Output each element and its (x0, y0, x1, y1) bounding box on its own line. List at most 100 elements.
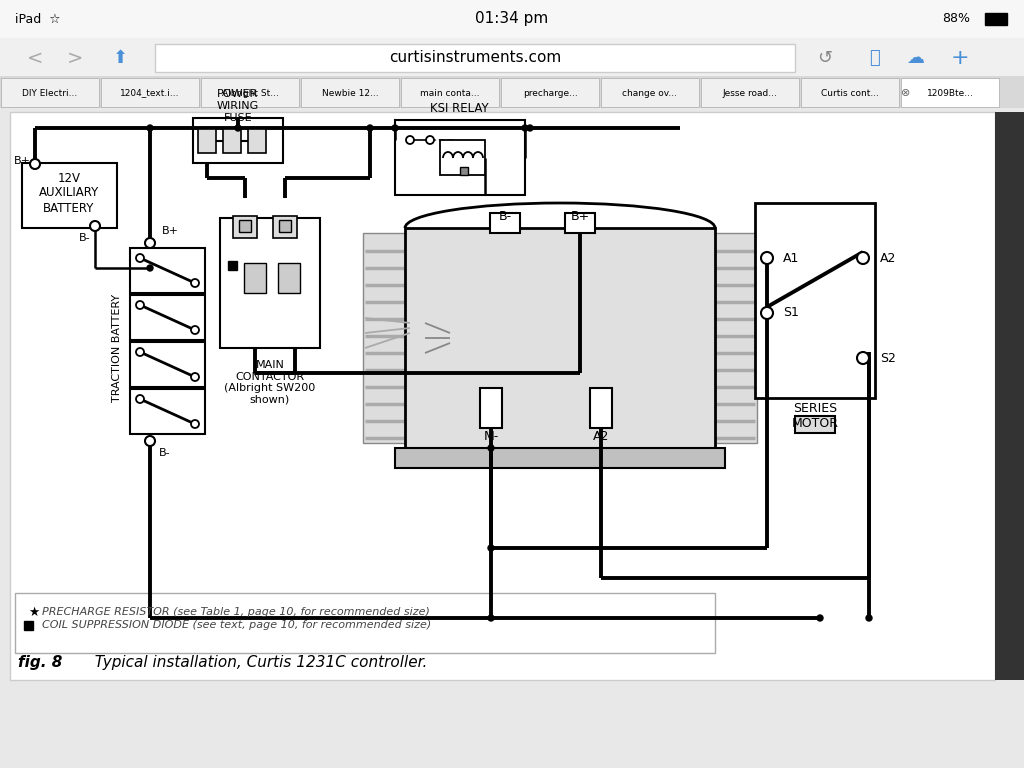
Text: Newbie 12...: Newbie 12... (322, 88, 378, 98)
Bar (22, 163, 117, 228)
Bar (0, 38, 1024, 76)
Text: Typical installation, Curtis 1231C controller.: Typical installation, Curtis 1231C contr… (85, 656, 427, 670)
Text: <: < (27, 48, 43, 68)
Text: DIY Electri...: DIY Electri... (23, 88, 78, 98)
Text: ★: ★ (28, 605, 39, 618)
Bar (130, 342, 205, 387)
Text: B+: B+ (570, 210, 590, 223)
Bar (0, 0, 1024, 38)
Circle shape (488, 615, 494, 621)
Bar (362, 233, 406, 443)
Text: change ov...: change ov... (623, 88, 678, 98)
Bar (995, 112, 1024, 680)
Circle shape (191, 326, 199, 334)
Text: iPad  ☆: iPad ☆ (15, 12, 60, 25)
Circle shape (488, 445, 494, 451)
Text: >: > (67, 48, 83, 68)
Circle shape (522, 125, 528, 131)
Bar (301, 78, 399, 107)
Bar (220, 218, 319, 348)
Circle shape (147, 265, 153, 271)
Text: KSI RELAY: KSI RELAY (430, 101, 488, 114)
Bar (1, 78, 99, 107)
Circle shape (761, 307, 773, 319)
Bar (715, 233, 757, 443)
Circle shape (136, 301, 144, 309)
Bar (0, 76, 1024, 108)
Text: Jesse road...: Jesse road... (723, 88, 777, 98)
Text: precharge...: precharge... (522, 88, 578, 98)
Circle shape (145, 238, 155, 248)
Circle shape (392, 125, 398, 131)
Circle shape (234, 125, 241, 131)
Text: A2: A2 (880, 251, 896, 264)
Text: ⬜: ⬜ (869, 49, 881, 67)
Circle shape (406, 136, 414, 144)
Circle shape (527, 125, 534, 131)
Bar (401, 78, 499, 107)
Text: 01:34 pm: 01:34 pm (475, 12, 549, 27)
Text: ☁: ☁ (906, 49, 924, 67)
Circle shape (426, 136, 434, 144)
Circle shape (136, 348, 144, 356)
Circle shape (367, 125, 373, 131)
Bar (490, 213, 520, 233)
Text: 12V
AUXILIARY
BATTERY: 12V AUXILIARY BATTERY (39, 171, 99, 214)
Text: A1: A1 (783, 251, 800, 264)
Circle shape (145, 436, 155, 446)
Bar (239, 220, 251, 232)
Bar (795, 416, 835, 433)
Bar (755, 203, 874, 398)
Bar (248, 129, 266, 153)
Text: B-: B- (79, 233, 91, 243)
Text: TRACTION BATTERY: TRACTION BATTERY (112, 294, 122, 402)
Bar (228, 261, 237, 270)
Bar (278, 263, 300, 293)
Text: Albright St...: Albright St... (221, 88, 279, 98)
Text: +: + (950, 48, 970, 68)
Bar (201, 78, 299, 107)
Text: POWER
WIRING
FUSE: POWER WIRING FUSE (217, 89, 259, 123)
Bar (701, 78, 799, 107)
Text: B-: B- (159, 448, 171, 458)
Bar (193, 118, 283, 163)
Circle shape (90, 221, 100, 231)
Bar (601, 78, 699, 107)
Circle shape (191, 373, 199, 381)
Circle shape (147, 125, 153, 131)
Circle shape (488, 545, 494, 551)
Text: main conta...: main conta... (420, 88, 480, 98)
Text: 88%: 88% (942, 12, 970, 25)
Bar (395, 448, 725, 468)
Text: MAIN
CONTACTOR
(Albright SW200
shown): MAIN CONTACTOR (Albright SW200 shown) (224, 360, 315, 405)
Bar (590, 388, 612, 428)
Text: 1204_text.i...: 1204_text.i... (120, 88, 180, 98)
Bar (406, 228, 715, 448)
Bar (273, 216, 297, 238)
Bar (985, 13, 1007, 25)
Text: S2: S2 (880, 352, 896, 365)
Text: ↺: ↺ (817, 49, 833, 67)
Bar (440, 140, 485, 175)
Text: Curtis cont...: Curtis cont... (821, 88, 879, 98)
Bar (101, 78, 199, 107)
Bar (460, 167, 468, 175)
Bar (198, 129, 216, 153)
Text: ⬆: ⬆ (113, 49, 128, 67)
Bar (155, 44, 795, 72)
Text: M-: M- (483, 429, 499, 442)
Bar (24, 621, 33, 630)
Circle shape (30, 159, 40, 169)
Bar (565, 213, 595, 233)
Bar (130, 248, 205, 293)
Bar (480, 388, 502, 428)
Text: PRECHARGE RESISTOR (see Table 1, page 10, for recommended size): PRECHARGE RESISTOR (see Table 1, page 10… (42, 607, 430, 617)
Circle shape (191, 420, 199, 428)
Circle shape (136, 254, 144, 262)
Text: B+: B+ (14, 156, 31, 166)
Text: B-: B- (499, 210, 512, 223)
Bar (130, 295, 205, 340)
Circle shape (857, 252, 869, 264)
Circle shape (857, 352, 869, 364)
Text: S1: S1 (783, 306, 799, 319)
